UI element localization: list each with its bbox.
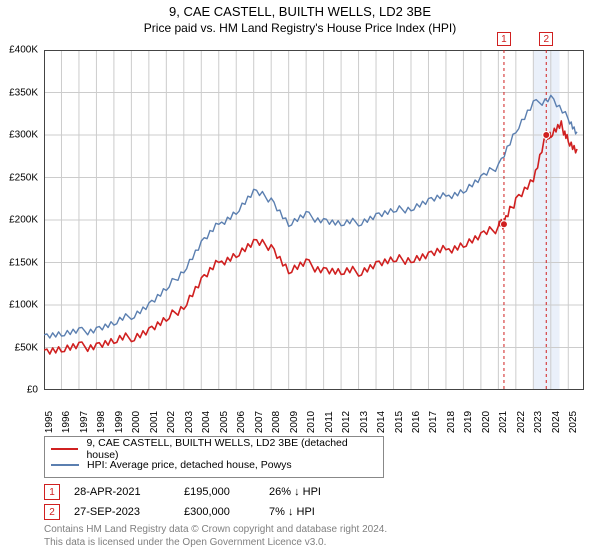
x-tick-label: 2019	[463, 411, 474, 433]
legend-swatch-hpi	[51, 464, 79, 466]
x-tick-label: 2005	[219, 411, 230, 433]
sale-price-1: £195,000	[184, 486, 269, 498]
sale-marker-1: 1	[44, 484, 60, 500]
y-tick-label: £400K	[9, 45, 38, 56]
x-tick-label: 2017	[428, 411, 439, 433]
x-tick-label: 2003	[184, 411, 195, 433]
x-tick-label: 1998	[96, 411, 107, 433]
x-tick-label: 1996	[61, 411, 72, 433]
x-axis-labels: 1995 1996 1997 1998 1999 2000 2001 2002 2003 2004…	[44, 392, 584, 432]
sales-block: 1 28-APR-2021 £195,000 26% ↓ HPI 2 27-SE…	[44, 482, 379, 522]
x-tick-label: 2007	[254, 411, 265, 433]
x-tick-label: 2021	[498, 411, 509, 433]
y-axis-labels: £0£50K£100K£150K£200K£250K£300K£350K£400…	[0, 50, 42, 390]
x-tick-label: 2016	[411, 411, 422, 433]
title-line1: 9, CAE CASTELL, BUILTH WELLS, LD2 3BE	[0, 4, 600, 19]
x-tick-label: 2001	[149, 411, 160, 433]
y-tick-label: £200K	[9, 215, 38, 226]
x-tick-label: 1997	[79, 411, 90, 433]
y-tick-label: £0	[27, 385, 38, 396]
chart-container: 9, CAE CASTELL, BUILTH WELLS, LD2 3BE Pr…	[0, 0, 600, 560]
footer-attribution: Contains HM Land Registry data © Crown c…	[44, 524, 387, 549]
legend-label-hpi: HPI: Average price, detached house, Powy…	[87, 459, 292, 471]
chart-marker-1: 1	[497, 32, 511, 46]
sale-row-1: 1 28-APR-2021 £195,000 26% ↓ HPI	[44, 482, 379, 502]
sale-row-2: 2 27-SEP-2023 £300,000 7% ↓ HPI	[44, 502, 379, 522]
sale-date-1: 28-APR-2021	[74, 486, 184, 498]
x-tick-label: 2022	[516, 411, 527, 433]
x-tick-label: 2009	[289, 411, 300, 433]
chart-marker-2: 2	[539, 32, 553, 46]
x-tick-label: 2025	[568, 411, 579, 433]
x-tick-label: 2012	[341, 411, 352, 433]
x-tick-label: 2011	[324, 411, 335, 433]
x-tick-label: 2018	[446, 411, 457, 433]
sale-marker-2: 2	[44, 504, 60, 520]
plot-svg	[44, 50, 584, 390]
y-tick-label: £250K	[9, 172, 38, 183]
x-tick-label: 2000	[131, 411, 142, 433]
x-tick-label: 2014	[376, 411, 387, 433]
x-tick-label: 2023	[533, 411, 544, 433]
y-tick-label: £300K	[9, 130, 38, 141]
x-tick-label: 1999	[114, 411, 125, 433]
x-tick-label: 2006	[236, 411, 247, 433]
legend-box: 9, CAE CASTELL, BUILTH WELLS, LD2 3BE (d…	[44, 436, 384, 478]
legend-item-property: 9, CAE CASTELL, BUILTH WELLS, LD2 3BE (d…	[51, 441, 377, 457]
sale-date-2: 27-SEP-2023	[74, 506, 184, 518]
title-block: 9, CAE CASTELL, BUILTH WELLS, LD2 3BE Pr…	[0, 0, 600, 35]
sale-diff-2: 7% ↓ HPI	[269, 506, 379, 518]
sale-price-2: £300,000	[184, 506, 269, 518]
y-tick-label: £350K	[9, 87, 38, 98]
x-tick-label: 2013	[359, 411, 370, 433]
x-tick-label: 2002	[166, 411, 177, 433]
footer-line1: Contains HM Land Registry data © Crown c…	[44, 524, 387, 537]
legend-label-property: 9, CAE CASTELL, BUILTH WELLS, LD2 3BE (d…	[86, 437, 377, 461]
legend-swatch-property	[51, 448, 78, 450]
x-tick-label: 2020	[481, 411, 492, 433]
y-tick-label: £50K	[15, 342, 38, 353]
y-tick-label: £100K	[9, 300, 38, 311]
x-tick-label: 2008	[271, 411, 282, 433]
x-tick-label: 2010	[306, 411, 317, 433]
plot-area: 12	[44, 50, 584, 390]
footer-line2: This data is licensed under the Open Gov…	[44, 537, 387, 550]
x-tick-label: 2015	[394, 411, 405, 433]
x-tick-label: 1995	[44, 411, 55, 433]
sale-diff-1: 26% ↓ HPI	[269, 486, 379, 498]
x-tick-label: 2004	[201, 411, 212, 433]
y-tick-label: £150K	[9, 257, 38, 268]
x-tick-label: 2024	[551, 411, 562, 433]
